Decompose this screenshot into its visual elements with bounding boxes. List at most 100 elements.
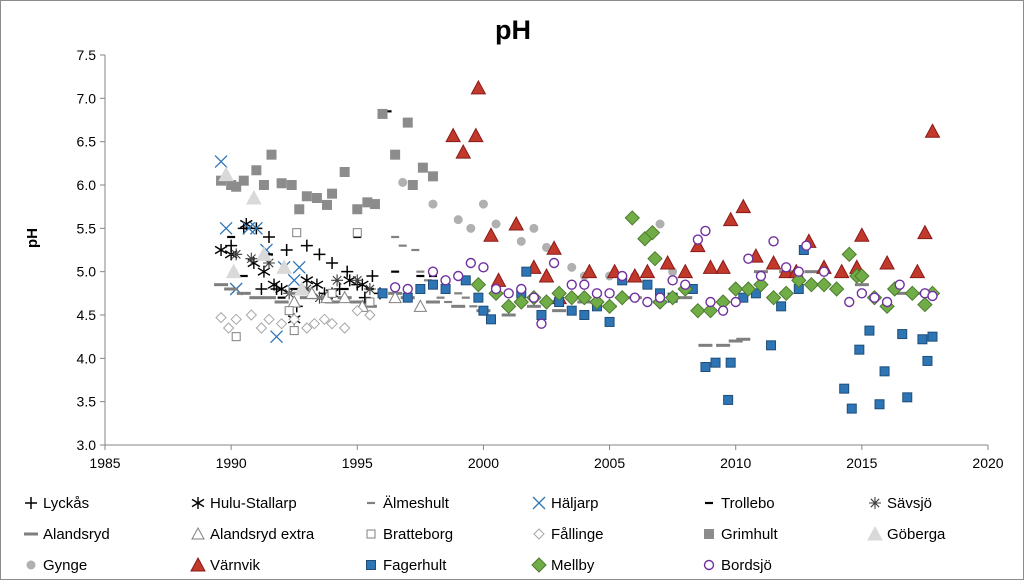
- data-point: [483, 227, 499, 242]
- series-bratteborg: [231, 228, 375, 342]
- data-point: [803, 276, 820, 293]
- data-point: [256, 246, 272, 261]
- legend-marker: [26, 560, 36, 570]
- data-point: [398, 177, 408, 187]
- data-point: [215, 311, 227, 324]
- data-point: [616, 270, 628, 282]
- legend-marker: [867, 525, 883, 541]
- legend: Lyckås Hulu-Stallarp Älmeshult Häljarp Troll…: [24, 495, 946, 574]
- data-point: [460, 275, 471, 286]
- legend-marker: [191, 497, 205, 509]
- data-point: [262, 257, 275, 269]
- data-point: [513, 294, 529, 310]
- legend-label: Hulu-Stallarp: [210, 495, 297, 512]
- x-tick-label: 2010: [720, 455, 751, 471]
- legend-label: Grimhult: [721, 526, 779, 543]
- data-point: [529, 223, 539, 233]
- x-tick-label: 1985: [89, 455, 120, 471]
- data-point: [725, 357, 736, 368]
- data-point: [251, 165, 262, 176]
- data-point: [214, 244, 228, 256]
- legend-marker: [533, 528, 545, 540]
- data-point: [301, 322, 313, 334]
- data-point: [311, 193, 322, 203]
- data-point: [249, 221, 263, 235]
- data-point: [705, 296, 716, 308]
- plot-area: 3.0 3.5 4.0 4.5 5.0 5.5 6.0 6.5 7.0 7.5 1985 1990 19…: [77, 47, 1004, 471]
- data-point: [500, 298, 517, 315]
- data-point: [327, 288, 337, 298]
- legend-label: Fållinge: [551, 526, 604, 543]
- y-tick-label: 7.5: [77, 47, 97, 63]
- y-tick-label: 4.0: [77, 350, 97, 366]
- data-point: [284, 306, 294, 316]
- data-point: [287, 273, 301, 287]
- data-point: [366, 270, 379, 282]
- y-tick-label: 3.0: [77, 437, 97, 453]
- data-point: [427, 171, 438, 182]
- data-point: [904, 285, 921, 302]
- data-point: [881, 296, 893, 308]
- data-point: [740, 281, 757, 297]
- data-point: [894, 279, 905, 290]
- data-point: [308, 317, 321, 330]
- data-point: [791, 272, 807, 289]
- data-point: [491, 219, 501, 229]
- data-point: [639, 263, 656, 279]
- data-point: [564, 289, 580, 306]
- data-point: [427, 266, 439, 277]
- data-point: [793, 266, 804, 277]
- data-point: [521, 266, 532, 277]
- data-point: [343, 274, 357, 287]
- data-point: [219, 221, 233, 235]
- data-point: [927, 331, 938, 342]
- data-point: [655, 219, 665, 229]
- data-point: [413, 299, 428, 312]
- data-point: [478, 262, 489, 273]
- data-point: [722, 211, 739, 227]
- data-point: [516, 236, 526, 246]
- series--lmeshult: [391, 235, 478, 308]
- data-point: [263, 313, 275, 326]
- data-point: [453, 215, 463, 225]
- data-point: [927, 290, 938, 302]
- y-tick-label: 5.5: [77, 220, 97, 236]
- data-point: [551, 285, 567, 302]
- data-point: [879, 366, 890, 377]
- data-point: [702, 302, 719, 319]
- legend-marker: [366, 529, 376, 539]
- data-point: [647, 250, 663, 267]
- data-point: [589, 294, 605, 310]
- data-point: [690, 237, 706, 253]
- data-point: [604, 316, 615, 327]
- legend-label: Alandsryd: [43, 526, 110, 543]
- data-point: [417, 162, 428, 173]
- y-tick-label: 6.0: [77, 177, 97, 193]
- data-point: [917, 334, 928, 345]
- data-point: [270, 330, 284, 344]
- legend-label: Lyckås: [43, 495, 89, 512]
- data-point: [238, 175, 249, 186]
- data-point: [702, 259, 719, 274]
- data-point: [218, 166, 234, 182]
- data-point: [453, 270, 464, 282]
- data-point: [715, 259, 731, 274]
- chart-title: pH: [495, 15, 531, 45]
- data-point: [536, 310, 547, 320]
- data-point: [327, 188, 338, 199]
- legend-label: Bratteborg: [383, 526, 453, 543]
- data-point: [455, 144, 472, 159]
- data-point: [300, 283, 313, 295]
- data-point: [579, 310, 590, 320]
- data-point: [490, 283, 502, 295]
- legend-label: Häljarp: [551, 495, 599, 512]
- data-point: [538, 294, 555, 310]
- data-point: [667, 275, 678, 286]
- data-point: [292, 260, 306, 274]
- data-point: [230, 248, 243, 261]
- data-point: [833, 263, 850, 279]
- data-point: [470, 79, 487, 95]
- data-point: [305, 286, 319, 299]
- data-point: [854, 344, 865, 355]
- data-point: [659, 254, 676, 270]
